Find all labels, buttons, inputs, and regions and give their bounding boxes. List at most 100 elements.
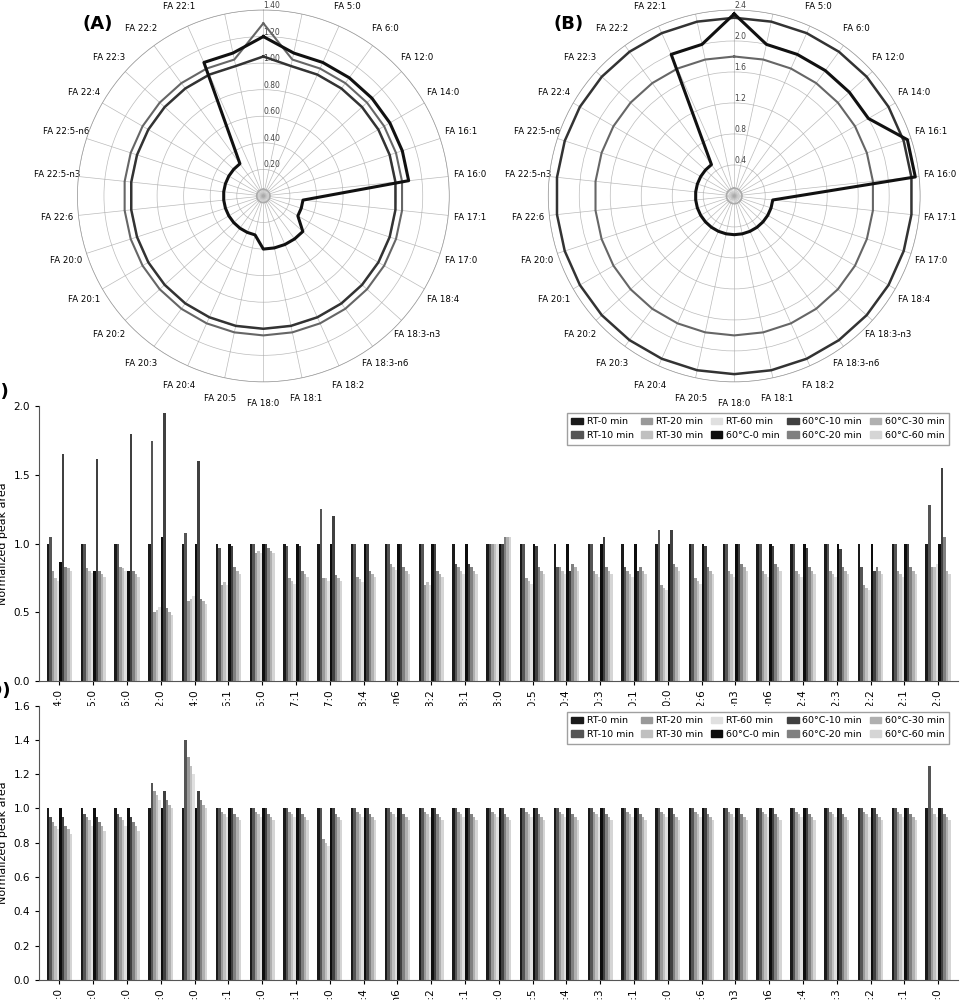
- Bar: [732, 577, 735, 681]
- Bar: [779, 820, 781, 980]
- Bar: [272, 553, 275, 681]
- Bar: [846, 574, 849, 681]
- Bar: [470, 567, 472, 681]
- Bar: [688, 544, 691, 681]
- Bar: [797, 814, 799, 980]
- Bar: [353, 808, 356, 980]
- Bar: [288, 578, 290, 681]
- Bar: [158, 800, 160, 980]
- Bar: [153, 612, 155, 681]
- Bar: [153, 791, 155, 980]
- Bar: [569, 571, 571, 681]
- Bar: [779, 571, 781, 681]
- Bar: [558, 812, 561, 980]
- Bar: [155, 795, 158, 980]
- Bar: [55, 578, 57, 681]
- Bar: [774, 814, 776, 980]
- Bar: [722, 808, 725, 980]
- Bar: [86, 817, 88, 980]
- Bar: [862, 812, 865, 980]
- Text: (B): (B): [553, 15, 582, 33]
- Bar: [190, 766, 191, 980]
- Bar: [927, 766, 929, 980]
- Bar: [761, 812, 763, 980]
- Bar: [857, 808, 860, 980]
- Bar: [431, 544, 433, 681]
- Bar: [171, 808, 173, 980]
- Bar: [701, 544, 703, 681]
- Bar: [160, 808, 163, 980]
- Bar: [129, 817, 132, 980]
- Bar: [231, 808, 234, 980]
- Bar: [575, 571, 578, 681]
- Bar: [62, 454, 64, 681]
- Bar: [83, 544, 86, 681]
- Bar: [763, 574, 766, 681]
- Bar: [880, 820, 882, 980]
- Bar: [168, 805, 171, 980]
- Bar: [711, 820, 713, 980]
- Bar: [185, 533, 187, 681]
- Bar: [807, 567, 810, 681]
- Bar: [436, 814, 439, 980]
- Bar: [776, 817, 779, 980]
- Bar: [498, 544, 501, 681]
- Bar: [296, 544, 298, 681]
- Bar: [564, 574, 566, 681]
- Bar: [644, 820, 646, 980]
- Bar: [940, 468, 942, 681]
- Bar: [57, 829, 60, 980]
- Bar: [766, 817, 768, 980]
- Bar: [351, 544, 353, 681]
- Bar: [254, 553, 257, 681]
- Bar: [564, 817, 566, 980]
- Bar: [937, 808, 940, 980]
- Bar: [400, 808, 403, 980]
- Bar: [810, 571, 812, 681]
- Bar: [597, 577, 600, 681]
- Bar: [303, 574, 306, 681]
- Bar: [929, 567, 932, 681]
- Bar: [451, 808, 454, 980]
- Bar: [265, 808, 267, 980]
- Bar: [340, 820, 342, 980]
- Bar: [807, 814, 810, 980]
- Bar: [361, 817, 363, 980]
- Bar: [657, 530, 659, 681]
- Bar: [805, 548, 807, 681]
- Bar: [522, 808, 525, 980]
- Bar: [421, 544, 423, 681]
- Bar: [290, 814, 293, 980]
- Bar: [857, 544, 860, 681]
- Bar: [166, 800, 168, 980]
- Bar: [913, 574, 916, 681]
- Bar: [860, 808, 862, 980]
- Bar: [80, 808, 83, 980]
- Bar: [833, 577, 836, 681]
- Bar: [368, 814, 371, 980]
- Bar: [371, 817, 373, 980]
- Bar: [488, 544, 490, 681]
- Bar: [132, 822, 135, 980]
- Bar: [703, 808, 706, 980]
- Bar: [623, 567, 625, 681]
- Bar: [404, 571, 407, 681]
- Bar: [283, 808, 285, 980]
- Bar: [826, 544, 828, 681]
- Bar: [573, 567, 575, 681]
- Bar: [69, 834, 72, 980]
- Bar: [221, 585, 223, 681]
- Bar: [441, 577, 444, 681]
- Bar: [340, 581, 342, 681]
- Bar: [937, 544, 940, 681]
- Bar: [534, 546, 537, 681]
- Bar: [942, 814, 945, 980]
- Bar: [932, 814, 935, 980]
- Bar: [708, 571, 711, 681]
- Bar: [556, 567, 558, 681]
- Bar: [527, 581, 530, 681]
- Bar: [672, 814, 675, 980]
- Bar: [880, 574, 882, 681]
- Bar: [197, 461, 199, 681]
- Bar: [945, 571, 948, 681]
